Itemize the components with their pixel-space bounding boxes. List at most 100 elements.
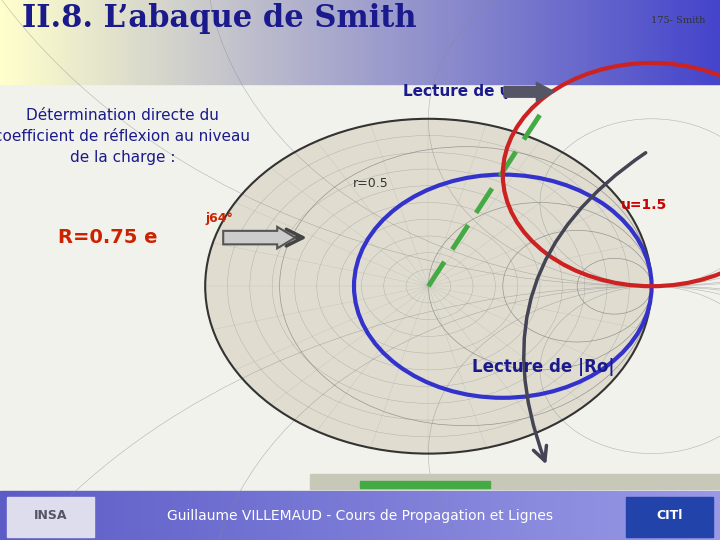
Bar	[515, 0, 518, 84]
Bar	[47, 491, 50, 540]
Bar	[479, 491, 482, 540]
Bar	[558, 0, 562, 84]
Bar	[367, 491, 371, 540]
Bar	[569, 491, 572, 540]
Bar	[374, 491, 378, 540]
Bar	[558, 491, 562, 540]
Bar	[79, 0, 83, 84]
Bar	[716, 491, 720, 540]
Bar	[180, 0, 184, 84]
Bar	[310, 0, 313, 84]
Circle shape	[205, 119, 652, 454]
Bar	[47, 0, 50, 84]
Bar	[140, 0, 144, 84]
Bar	[76, 0, 79, 84]
Bar	[331, 0, 335, 84]
Bar	[137, 491, 140, 540]
Bar	[40, 491, 43, 540]
Bar	[299, 0, 302, 84]
Bar	[652, 0, 655, 84]
Bar	[662, 491, 666, 540]
Bar	[144, 0, 148, 84]
Bar	[508, 491, 511, 540]
Bar	[209, 0, 212, 84]
Bar	[479, 0, 482, 84]
Text: R=0.75 e: R=0.75 e	[58, 228, 157, 247]
Bar	[353, 491, 356, 540]
Bar	[382, 491, 385, 540]
Bar	[688, 491, 691, 540]
Bar	[378, 491, 382, 540]
Bar	[616, 0, 619, 84]
Bar	[392, 491, 396, 540]
Bar	[684, 0, 688, 84]
Bar	[641, 491, 644, 540]
Bar	[666, 491, 670, 540]
Bar	[32, 0, 36, 84]
Bar	[400, 491, 403, 540]
Bar	[335, 0, 338, 84]
Bar	[104, 0, 108, 84]
Bar	[166, 0, 169, 84]
Bar	[101, 0, 104, 84]
Bar	[598, 491, 601, 540]
Bar	[554, 0, 558, 84]
Bar	[670, 491, 673, 540]
Bar	[511, 491, 515, 540]
Bar	[263, 0, 266, 84]
Bar	[238, 491, 241, 540]
Bar	[374, 0, 378, 84]
Text: u=1.5: u=1.5	[621, 198, 667, 212]
Bar	[659, 491, 662, 540]
Bar	[198, 491, 202, 540]
Bar	[490, 491, 493, 540]
Bar	[648, 0, 652, 84]
Bar	[670, 0, 673, 84]
Bar	[122, 491, 126, 540]
Bar	[605, 491, 608, 540]
Bar	[320, 491, 324, 540]
Bar	[187, 0, 191, 84]
Bar	[263, 491, 266, 540]
Bar	[403, 0, 407, 84]
FancyArrow shape	[223, 227, 295, 248]
Bar	[104, 491, 108, 540]
Bar	[644, 491, 648, 540]
Bar	[50, 0, 54, 84]
Bar	[302, 0, 306, 84]
Bar	[79, 491, 83, 540]
Bar	[54, 491, 58, 540]
Bar	[594, 491, 598, 540]
Bar	[598, 0, 601, 84]
Bar	[392, 0, 396, 84]
Bar	[565, 0, 569, 84]
Bar	[450, 491, 454, 540]
Bar	[216, 0, 220, 84]
Bar	[317, 491, 320, 540]
Bar	[317, 0, 320, 84]
Bar	[454, 491, 457, 540]
Bar	[713, 491, 716, 540]
Bar	[176, 491, 180, 540]
Bar	[572, 0, 576, 84]
Bar	[554, 491, 558, 540]
Text: Lecture de ψ :: Lecture de ψ :	[403, 84, 523, 99]
Bar	[403, 491, 407, 540]
Bar	[540, 491, 544, 540]
Bar	[526, 0, 529, 84]
Bar	[580, 491, 583, 540]
Bar	[25, 491, 29, 540]
Bar	[450, 0, 454, 84]
Bar	[464, 0, 468, 84]
Bar	[245, 491, 248, 540]
Bar	[112, 0, 115, 84]
Bar	[155, 491, 158, 540]
Bar	[61, 491, 65, 540]
Bar	[432, 491, 436, 540]
Bar	[148, 491, 151, 540]
Bar	[4, 0, 7, 84]
Bar	[169, 0, 173, 84]
Bar	[274, 0, 277, 84]
Bar	[245, 0, 248, 84]
Bar	[425, 491, 428, 540]
